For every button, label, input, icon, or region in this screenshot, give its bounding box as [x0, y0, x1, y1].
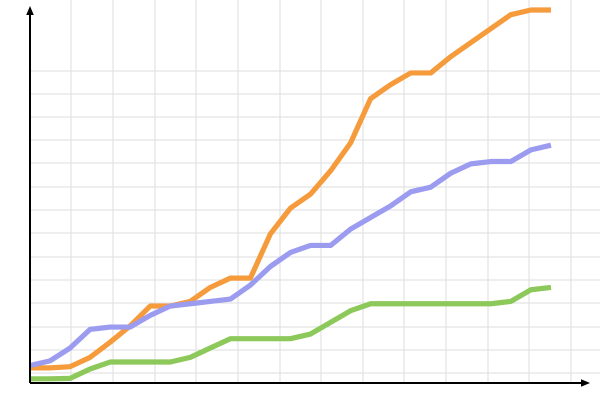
series-line-purple-series [29, 142, 552, 369]
vertical-gridlines [70, 0, 572, 383]
series-layer [29, 7, 552, 382]
horizontal-gridlines [30, 70, 600, 374]
series-line-orange-series [30, 7, 551, 371]
y-axis-arrowhead [26, 6, 34, 15]
series-line-green-series [30, 284, 552, 382]
axis-layer [26, 6, 590, 387]
x-axis-arrowhead [581, 379, 590, 387]
